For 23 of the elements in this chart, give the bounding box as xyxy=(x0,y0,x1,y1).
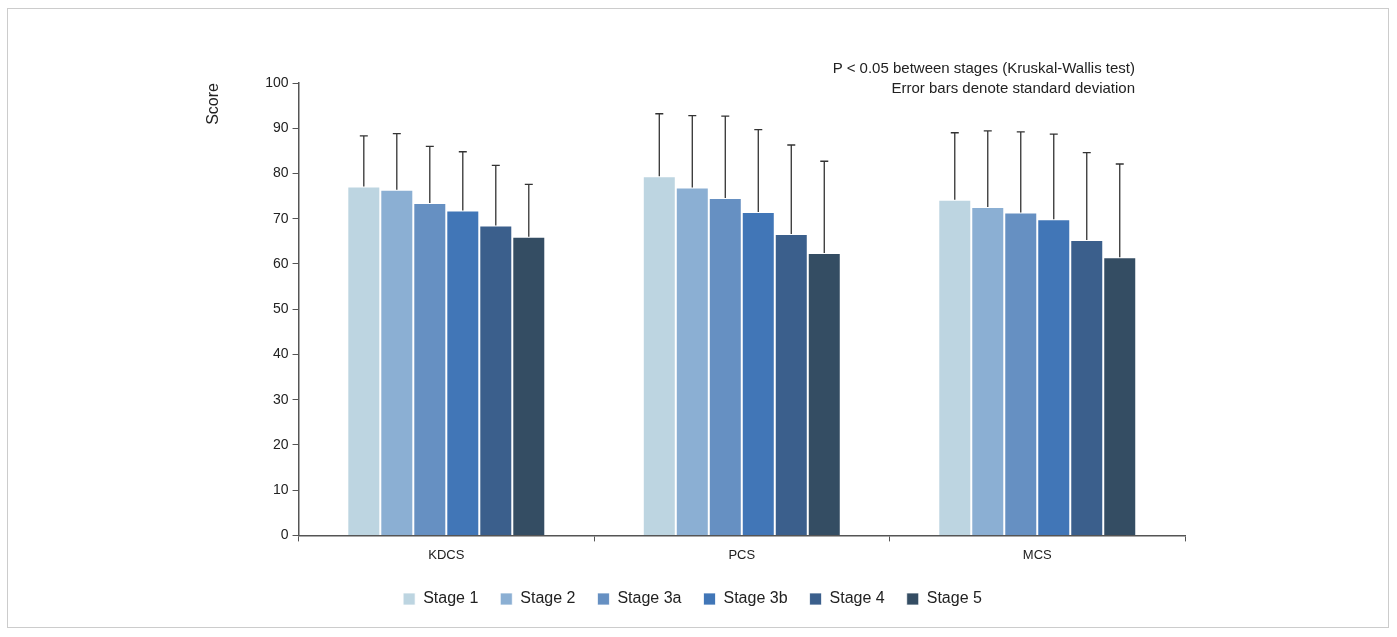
legend-label: Stage 2 xyxy=(520,589,576,607)
legend-label: Stage 3a xyxy=(617,589,682,607)
y-tick-label: 60 xyxy=(272,254,289,271)
legend-label: Stage 1 xyxy=(423,589,479,607)
x-tick-label: KDCS xyxy=(428,546,465,562)
x-tick-label: MCS xyxy=(1022,546,1053,562)
x-tick-label: PCS xyxy=(728,546,756,562)
legend-label: Stage 4 xyxy=(829,589,885,607)
y-tick-label: 70 xyxy=(272,209,289,226)
legend-label: Stage 3b xyxy=(723,589,788,607)
y-tick-label: 100 xyxy=(265,73,289,90)
text: P < 0.05 between stages (Kruskal-Wallis test) xyxy=(832,58,1135,76)
y-axis-title: Score xyxy=(204,82,222,125)
y-tick-label: 80 xyxy=(272,164,289,181)
y-tick-label: 90 xyxy=(272,119,289,136)
legend-label: Stage 5 xyxy=(926,589,982,607)
y-tick-label: 50 xyxy=(272,300,289,317)
y-tick-label: 30 xyxy=(272,390,289,407)
y-tick-label: 40 xyxy=(272,345,289,362)
y-tick-label: 0 xyxy=(280,526,289,543)
annotation: Error bars denote standard deviation xyxy=(891,78,1135,96)
y-tick-label: 10 xyxy=(272,481,289,498)
y-tick-label: 20 xyxy=(272,435,289,452)
